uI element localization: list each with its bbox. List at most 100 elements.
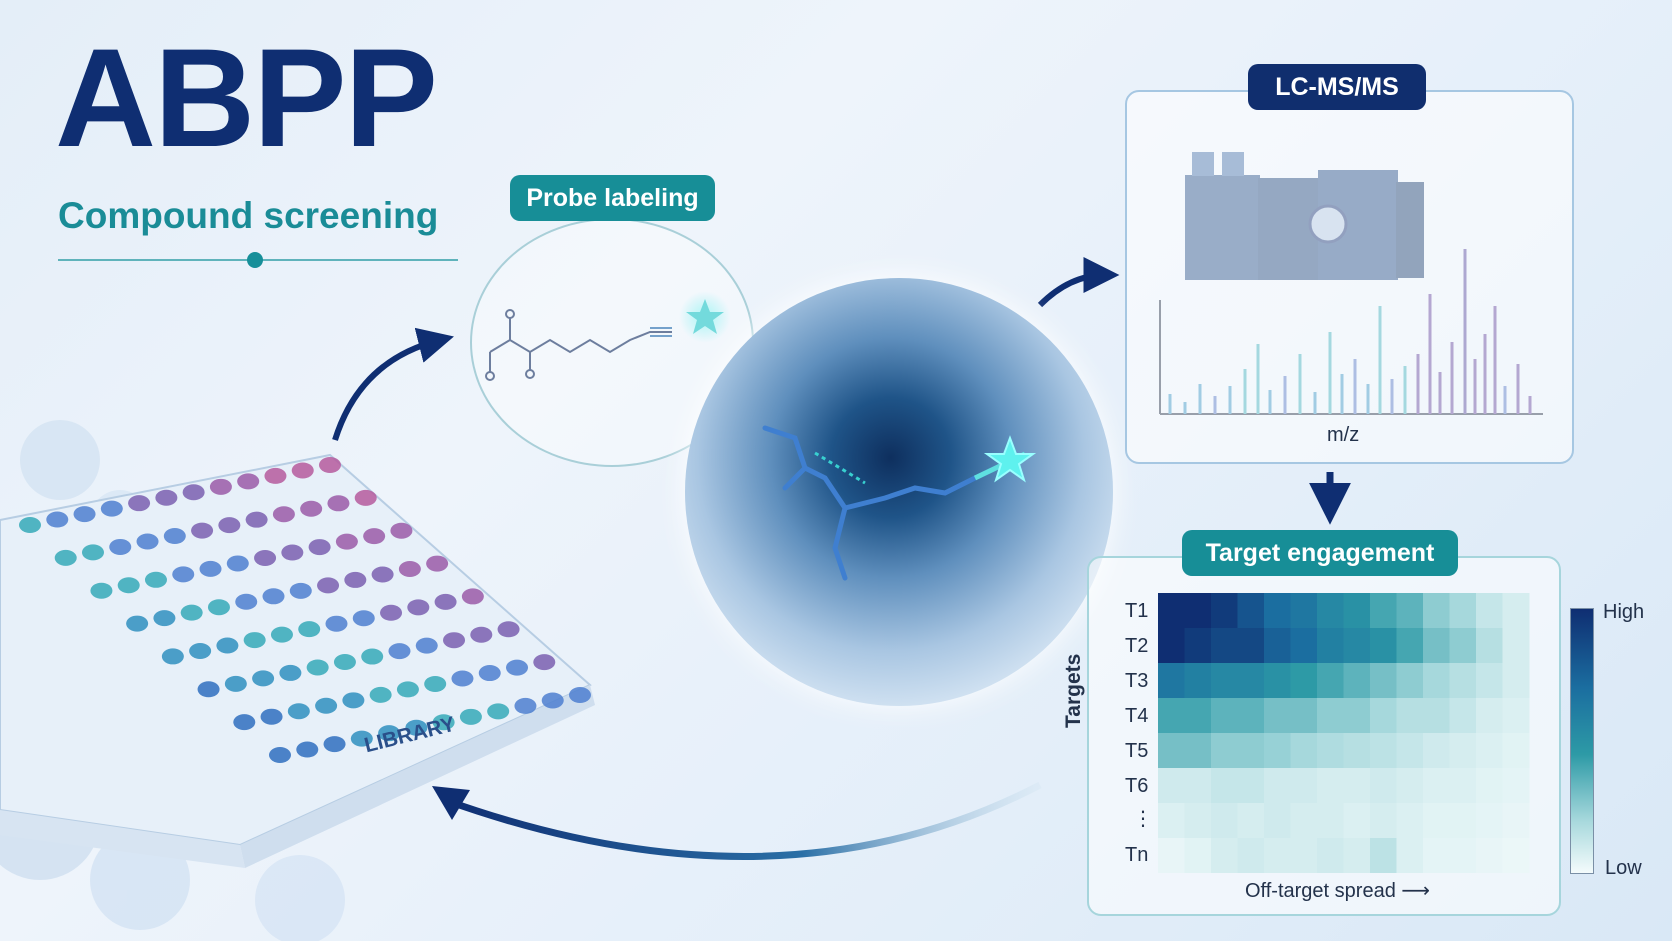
heatmap-cell [1317,663,1344,699]
arrow-return-to-library [443,781,1042,860]
heatmap-cell [1317,698,1344,734]
heatmap-cell [1370,768,1397,804]
title-divider-dot [247,252,263,268]
probe-labeling-badge: Probe labeling [510,175,715,221]
plate-well [342,692,365,709]
plate-well [451,670,474,687]
microplate [0,453,595,868]
plate-well [90,582,113,599]
heatmap-cell [1317,733,1344,769]
plate-well [407,599,430,616]
heatmap-cell [1449,838,1477,873]
plate-well [369,686,392,703]
plate-well [327,495,350,512]
heatmap-cell [1370,733,1397,769]
plate-well [461,588,484,605]
plate-well [117,577,140,594]
heatmap-cell [1449,698,1477,734]
heatmap-cell [1211,628,1238,664]
plate-well [352,610,375,627]
plate-well [224,675,247,692]
page-title: ABPP [55,19,438,176]
heatmap-cell [1396,663,1424,699]
row-label: T1 [1125,600,1149,622]
heatmap-cell [1317,628,1344,664]
arrow-protein-to-lcms [1037,257,1120,308]
heatmap-cell [1423,628,1450,664]
plate-well [405,719,428,736]
spectrum-x-axis-label: m/z [1327,424,1360,446]
plate-well [415,637,438,654]
heatmap-cell [1396,803,1424,839]
heatmap-cell [1184,663,1212,699]
heatmap-cell [1237,628,1265,664]
heatmap-cell [1237,663,1265,699]
heatmap-y-axis-label: Targets [1062,653,1085,728]
plate-well [426,555,449,572]
heatmap-cell [1184,698,1212,734]
plate-well [443,632,466,649]
heatmap-cell [1343,698,1371,734]
heatmap-cell [1184,803,1212,839]
heatmap-cell [1317,838,1344,873]
heatmap-cell [1158,803,1185,839]
plate-well [136,533,159,550]
heatmap-cell [1158,628,1185,664]
heatmap-cell [1184,628,1212,664]
heatmap-cell [1290,628,1318,664]
heatmap-cell [1396,628,1424,664]
plate-well [363,528,386,545]
plate-well [209,478,232,495]
heatmap-cell [1502,698,1530,734]
heatmap-x-axis-label: Off-target spread ⟶ [1245,880,1431,902]
heatmap-cell [1423,838,1450,873]
heatmap-cell [1423,733,1450,769]
plate-well [189,642,212,659]
plate-well [272,506,295,523]
plate-well [350,730,373,747]
heatmap-cell [1502,593,1530,629]
plate-well [398,561,421,578]
heatmap-cell [1502,803,1530,839]
plate-well [306,659,329,676]
heatmap-cell [1343,803,1371,839]
heatmap-cell [1396,768,1424,804]
plate-well [19,517,41,533]
plate-well [333,654,356,671]
heatmap-cell [1290,803,1318,839]
plate-well [335,533,358,550]
heatmap-cell [1476,838,1503,873]
protein-binding-pocket [685,278,1113,706]
plate-well [434,593,457,610]
heatmap-cell [1264,803,1291,839]
heatmap-cell [1370,593,1397,629]
heatmap-cell [1264,593,1291,629]
plate-well [264,467,287,484]
plate-well [260,708,283,725]
heatmap-cell [1211,663,1238,699]
colorbar-high-label: High [1603,601,1645,623]
plate-well [308,539,331,556]
heatmap-cell [1158,593,1185,629]
plate-well [126,615,149,632]
plate-well [371,566,394,583]
heatmap-cell [1476,698,1503,734]
heatmap-cell [1158,663,1185,699]
plate-well [514,697,537,714]
lcms-panel [1125,90,1574,464]
plate-well [354,489,377,506]
heatmap-cell [1370,698,1397,734]
heatmap-cell [1396,698,1424,734]
plate-well [207,599,230,616]
heatmap-cell [1290,768,1318,804]
plate-well [291,462,314,479]
heatmap-cell [1370,803,1397,839]
plate-well [270,626,293,643]
plate-well [569,687,591,703]
heatmap-cell [1184,593,1212,629]
plate-well [235,593,258,610]
plate-well [233,714,256,731]
plate-well [54,549,77,566]
heatmap-cell [1158,838,1185,873]
